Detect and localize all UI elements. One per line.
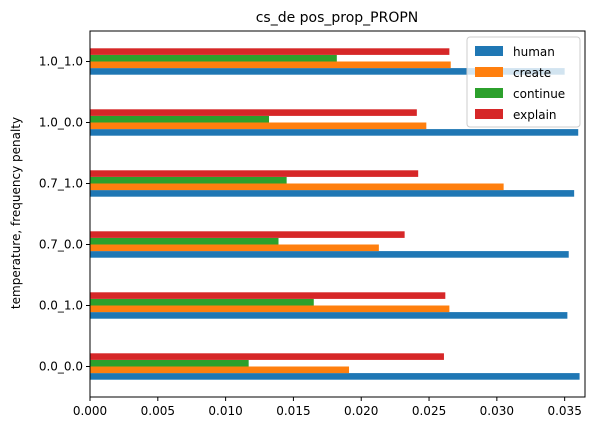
legend-swatch-create [475, 67, 503, 77]
y-tick-label: 0.0_1.0 [39, 299, 83, 313]
bar-explain-0.7_0.0 [90, 231, 405, 238]
legend-swatch-human [475, 46, 503, 56]
bar-explain-0.0_1.0 [90, 292, 446, 299]
legend-label-create: create [513, 66, 551, 80]
bar-create-0.7_1.0 [90, 183, 504, 191]
bar-create-0.7_0.0 [90, 244, 379, 252]
y-tick-label: 1.0_0.0 [39, 116, 83, 130]
legend-label-human: human [513, 45, 555, 59]
bar-continue-0.0_1.0 [90, 298, 314, 306]
bar-continue-0.7_1.0 [90, 176, 287, 184]
legend-swatch-continue [475, 88, 503, 98]
bar-create-0.0_1.0 [90, 305, 450, 313]
bar-continue-0.0_0.0 [90, 359, 249, 367]
bar-create-0.0_0.0 [90, 366, 350, 374]
bar-human-0.0_1.0 [90, 312, 568, 319]
bar-human-0.7_1.0 [90, 190, 575, 197]
y-tick-label: 0.0_0.0 [39, 360, 83, 374]
y-axis-label: temperature, frequency penalty [9, 117, 23, 309]
bar-create-1.0_1.0 [90, 61, 451, 69]
bar-explain-0.0_0.0 [90, 353, 444, 360]
bar-continue-0.7_0.0 [90, 237, 279, 245]
x-tick-label: 0.010 [208, 404, 242, 418]
x-tick-label: 0.035 [547, 404, 581, 418]
legend-label-continue: continue [513, 87, 565, 101]
x-tick-label: 0.000 [73, 404, 107, 418]
x-tick-label: 0.030 [480, 404, 514, 418]
x-tick-label: 0.020 [344, 404, 378, 418]
y-ticks: 0.0_0.0 0.0_1.0 0.7_0.0 0.7_1.0 1.0_0.0 1.0_1… [39, 55, 90, 374]
bar-continue-1.0_0.0 [90, 115, 270, 123]
legend-swatch-explain [475, 109, 503, 119]
bar-explain-0.7_1.0 [90, 170, 419, 177]
bar-human-1.0_0.0 [90, 129, 579, 136]
bar-human-1.0_1.0 [90, 68, 565, 75]
legend: human create continue explain [466, 36, 581, 128]
x-ticks: 0.000 0.005 0.010 0.015 0.020 0.025 0.030 0.035 [73, 397, 582, 418]
x-tick-label: 0.015 [276, 404, 310, 418]
bar-human-0.7_0.0 [90, 251, 569, 258]
bar-explain-1.0_0.0 [90, 109, 417, 116]
bar-create-1.0_0.0 [90, 122, 427, 130]
bar-human-0.0_0.0 [90, 373, 580, 380]
x-tick-label: 0.025 [412, 404, 446, 418]
legend-box [466, 36, 581, 128]
chart-title: cs_de pos_prop_PROPN [256, 10, 419, 26]
x-tick-label: 0.005 [141, 404, 175, 418]
y-tick-label: 0.7_0.0 [39, 238, 83, 252]
legend-label-explain: explain [513, 108, 557, 122]
bars-layer [90, 48, 580, 380]
y-tick-label: 0.7_1.0 [39, 177, 83, 191]
bar-continue-1.0_1.0 [90, 54, 337, 62]
bar-explain-1.0_1.0 [90, 48, 450, 55]
y-tick-label: 1.0_1.0 [39, 55, 83, 69]
plot-frame [89, 30, 586, 398]
